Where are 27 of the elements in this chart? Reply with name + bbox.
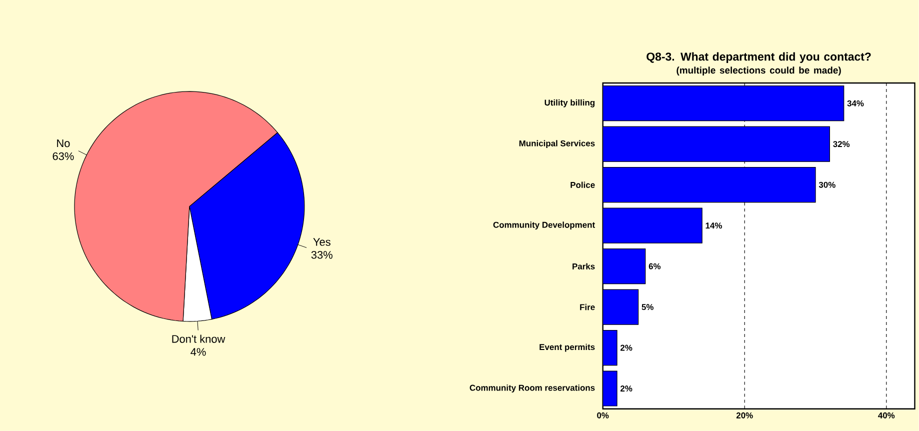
y-tick-label: Community Development [493,222,595,230]
slice-label: Yes [313,238,330,246]
data-label: 5% [642,304,654,310]
data-label: 30% [818,182,836,188]
y-tick-label: Police [570,182,595,188]
chart-title: Q8-3. What department did you contact? [646,52,871,64]
data-label: 4% [190,348,206,356]
data-label: 32% [833,141,850,148]
y-tick-label: Fire [580,304,595,310]
y-tick-label: Community Room reservations [470,384,595,393]
data-label: 2% [620,344,632,351]
data-label: 33% [311,251,332,259]
data-label: 34% [847,100,864,106]
data-label: 63% [52,152,74,160]
x-tick-label: 40% [878,412,895,418]
data-label: 14% [706,222,722,229]
y-tick-label: Utility billing [544,99,595,108]
slice-label: No [57,140,70,148]
y-tick-label: Event permits [540,344,595,352]
data-label: 2% [620,386,632,392]
x-tick-label: 20% [736,412,753,418]
data-label: 6% [648,263,661,270]
chart-subtitle: (multiple selections could be made) [676,66,841,76]
slice-label: Don't know [172,334,226,343]
x-tick-label: 0% [597,412,609,418]
y-tick-label: Municipal Services [519,140,595,148]
y-tick-label: Parks [572,263,595,270]
